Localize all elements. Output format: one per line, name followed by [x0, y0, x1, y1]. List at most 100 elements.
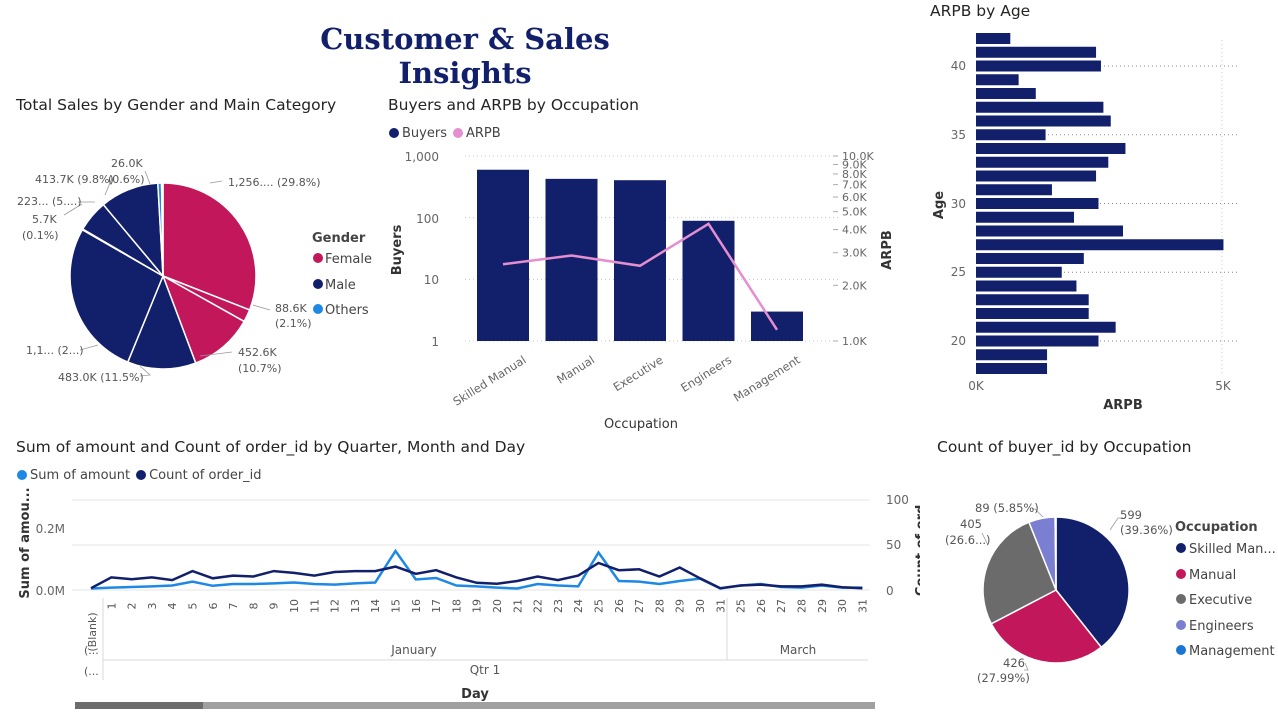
- pie-slice-female: [161, 274, 246, 365]
- age-bars: [976, 33, 1224, 374]
- leader-line: [1032, 508, 1044, 518]
- x-tick: Management: [731, 352, 803, 404]
- line-count-of-order-id: [90, 561, 863, 590]
- legend-male: Male: [325, 278, 356, 293]
- y-tick: 100: [416, 212, 439, 226]
- bar-age-20: [976, 335, 1099, 347]
- timeline-gridlines: [72, 499, 870, 591]
- combo-line: [502, 222, 779, 331]
- timeline-chart[interactable]: 0.2M 0.0M 100 50 0 Sum of amou... Count …: [0, 488, 920, 702]
- day-tick: 15: [390, 599, 403, 613]
- bar-age-34: [976, 143, 1126, 154]
- bar-age-33: [976, 156, 1109, 168]
- day-tick: 17: [430, 599, 443, 613]
- y-tick-right: 6.0K: [842, 191, 867, 204]
- day-tick: 28: [796, 599, 809, 613]
- timeline-day-ticks: 1 2 3 4 5 6 7 8 9 10 11 12 13 14 15 16 17 18 19 20 21 22 23 24 2…: [105, 599, 869, 613]
- x-tick: 0K: [968, 379, 985, 393]
- legend-swatch-male: [313, 279, 323, 289]
- ellipsis-tick: (...: [84, 665, 99, 678]
- bar-age-38: [976, 88, 1036, 99]
- day-tick: 14: [369, 599, 382, 613]
- day-tick: 26: [613, 599, 626, 613]
- day-tick: 7: [227, 603, 240, 610]
- age-y-ticks: 40 35 30 25 20: [951, 59, 966, 348]
- combo-xlabel: Occupation: [604, 417, 678, 432]
- y-tick-right: 2.0K: [842, 279, 867, 292]
- leader-line: [209, 180, 223, 184]
- x-tick: Skilled Manual: [450, 353, 528, 409]
- timeline-scrollbar[interactable]: [75, 702, 875, 709]
- y-tick: 40: [951, 59, 966, 73]
- pie-slice-skilled-manual: [1055, 516, 1130, 649]
- blank-tick: (Blank): [86, 612, 99, 651]
- occupation-combo-legend: Buyers ARPB: [389, 126, 507, 141]
- legend-buyers: Buyers: [402, 126, 447, 141]
- bar-age-40: [976, 60, 1101, 72]
- timeline-left-ticks: 0.2M 0.0M: [36, 522, 65, 598]
- leader-line: [199, 351, 233, 357]
- y-tick-right: 7.0K: [842, 179, 867, 192]
- bar-buyers-engineers: [682, 220, 735, 341]
- pie-label: 26.0K: [111, 157, 143, 170]
- occupation-combo-chart[interactable]: 1,000 100 10 1 10.0K9.0K8.0K7.0K6.0K 5.0K…: [380, 140, 910, 440]
- pie-label: (0.1%): [22, 229, 59, 242]
- bar-age-19: [976, 349, 1048, 361]
- legend-female: Female: [325, 252, 372, 267]
- buyer-pie-chart[interactable]: 599 (39.36%) 426 (27.99%) 405 (26.6...) …: [930, 490, 1275, 700]
- day-tick: 22: [532, 599, 545, 613]
- pie-slice-others: [160, 182, 164, 277]
- buyer-leader-lines: [981, 508, 1123, 671]
- age-bar-chart[interactable]: 40 35 30 25 20 0K 5K Age ARPB: [920, 30, 1270, 420]
- day-tick: 26: [755, 599, 768, 613]
- pie-slice-management: [1054, 516, 1057, 591]
- bar-age-22: [976, 308, 1089, 319]
- day-tick: 25: [735, 599, 748, 613]
- bar-age-23: [976, 294, 1089, 306]
- leader-line: [981, 532, 989, 546]
- bar-age-25: [976, 266, 1062, 278]
- day-tick: 13: [349, 599, 362, 613]
- pie-label: 223... (5....): [17, 195, 82, 208]
- bar-age-24: [976, 280, 1077, 292]
- gender-pie-slices: [69, 182, 257, 370]
- y-tick-right: 9.0K: [842, 158, 867, 171]
- y-tick: 50: [886, 538, 901, 552]
- legend-others: Others: [325, 303, 369, 318]
- ellipsis-tick: (...: [84, 644, 99, 657]
- bar-age-28: [976, 225, 1123, 237]
- timeline-xlabel: Day: [461, 687, 489, 702]
- bar-age-39: [976, 74, 1019, 86]
- combo-x-ticks: Skilled Manual Manual Executive EngineersMa…: [450, 352, 803, 408]
- day-tick: 3: [146, 603, 159, 610]
- scrollbar-thumb[interactable]: [75, 702, 203, 709]
- legend-swatch-amount: [17, 470, 27, 480]
- day-tick: 18: [450, 599, 463, 613]
- y-tick-right: 8.0K: [842, 168, 867, 181]
- day-tick: 1: [105, 603, 118, 610]
- day-tick: 29: [674, 599, 687, 613]
- buyer-pie-slices: [982, 516, 1130, 664]
- leader-line: [1109, 517, 1123, 531]
- day-tick: 19: [471, 599, 484, 613]
- pie-slice-male: [126, 273, 197, 370]
- bar-age-26: [976, 253, 1084, 264]
- age-xlabel: ARPB: [1103, 398, 1143, 413]
- bar-buyers-manual: [545, 178, 598, 341]
- leader-line: [79, 344, 99, 351]
- combo-bars: [477, 169, 803, 341]
- legend-arpb: ARPB: [465, 126, 501, 141]
- day-tick: 27: [633, 599, 646, 613]
- age-chart-title: ARPB by Age: [930, 2, 1031, 20]
- day-tick: 31: [714, 599, 727, 613]
- y-tick: 1,000: [405, 150, 439, 164]
- bar-age-42: [976, 33, 1011, 44]
- leader-line: [104, 177, 113, 196]
- day-tick: 24: [572, 599, 585, 613]
- gender-pie-chart[interactable]: 1,256.... (29.8%) 88.6K (2.1%) 452.6K (1…: [0, 140, 380, 400]
- legend-swatch-female: [313, 253, 323, 263]
- day-tick: 31: [856, 599, 869, 613]
- legend-orders: Count of order_id: [149, 468, 262, 483]
- day-tick: 11: [308, 599, 321, 613]
- leader-line: [252, 304, 271, 311]
